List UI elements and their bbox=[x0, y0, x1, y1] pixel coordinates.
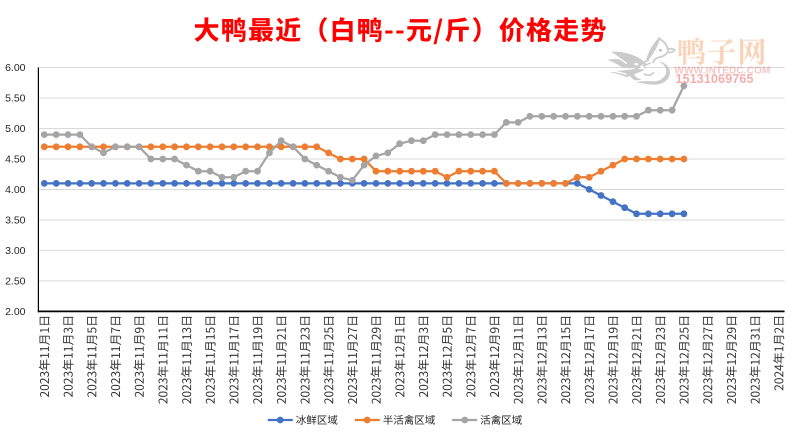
svg-text:5.00: 5.00 bbox=[5, 123, 26, 135]
svg-text:4.50: 4.50 bbox=[5, 154, 26, 166]
svg-text:3.50: 3.50 bbox=[5, 215, 26, 227]
svg-text:WWW.INTEDC.COM: WWW.INTEDC.COM bbox=[675, 65, 771, 76]
svg-text:6.00: 6.00 bbox=[5, 62, 26, 74]
svg-text:2.00: 2.00 bbox=[5, 306, 26, 318]
svg-text:15131069765: 15131069765 bbox=[676, 72, 754, 86]
svg-text:4.00: 4.00 bbox=[5, 184, 26, 196]
svg-text:3.00: 3.00 bbox=[5, 245, 26, 257]
svg-text:5.50: 5.50 bbox=[5, 93, 26, 105]
svg-text:2.50: 2.50 bbox=[5, 276, 26, 288]
